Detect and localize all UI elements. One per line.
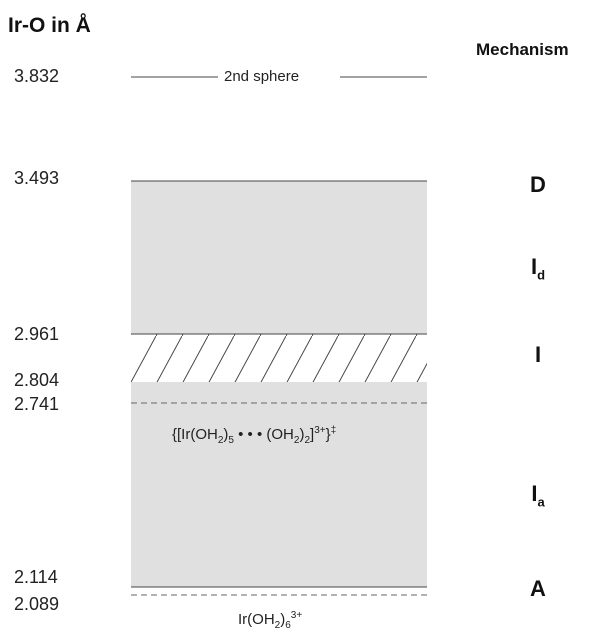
level-value-2804: 2.804: [14, 370, 60, 390]
mechanism-d: D: [530, 172, 546, 197]
level-value-2741: 2.741: [14, 394, 60, 414]
dissociative-region: [131, 181, 427, 334]
ground-state-formula: Ir(OH2)63+: [238, 610, 303, 631]
ir-o-distance-header: Ir-O in Å: [8, 14, 91, 37]
level-value-3493: 3.493: [14, 168, 60, 188]
mechanism-id: Id: [530, 254, 546, 283]
level-value-2114: 2.114: [14, 567, 58, 587]
level-value-2961: 2.961: [14, 324, 60, 344]
mechanism-header: Mechanism: [476, 40, 569, 59]
associative-region: [131, 382, 427, 587]
transition-state-formula: {[Ir(OH2)5 • • • (OH2)2]3+}‡: [172, 425, 337, 446]
level-value-2089: 2.089: [14, 594, 60, 614]
level-value-3832: 3.832: [14, 66, 60, 86]
mechanism-a: A: [530, 576, 546, 601]
interchange-region: [131, 334, 427, 382]
mechanism-i: I: [534, 342, 542, 367]
second-sphere-label: 2nd sphere: [224, 68, 300, 85]
mechanism-ia: Ia: [531, 481, 545, 510]
